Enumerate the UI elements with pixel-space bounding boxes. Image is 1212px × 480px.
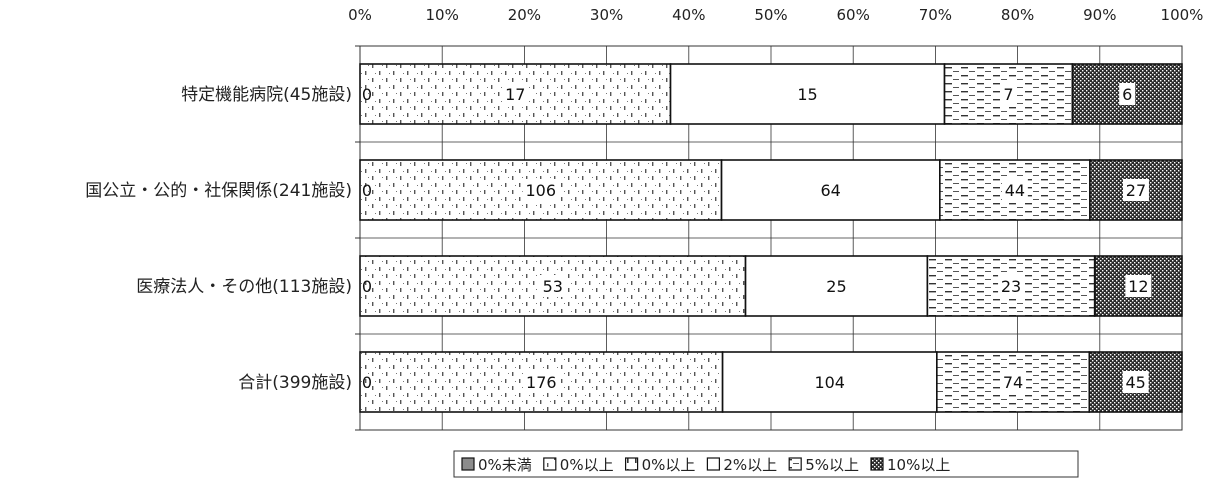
data-label-background [817,179,844,201]
data-label-background [823,275,850,297]
data-label-background [1125,275,1152,297]
data-label: 45 [1125,373,1145,392]
data-label: 17 [505,85,525,104]
data-label-background [1119,83,1136,105]
legend-swatch [461,457,475,471]
x-tick-label: 80% [1001,6,1034,24]
x-tick-label: 70% [919,6,952,24]
data-label: 27 [1126,181,1146,200]
legend-label: 2%以上 [723,456,777,474]
legend-swatch [706,457,720,471]
data-label-background [523,371,560,393]
category-label: 合計(399施設) [238,373,352,393]
data-label-background [794,83,821,105]
bars [359,63,1183,413]
category-label: 医療法人・その他(113施設) [136,277,352,297]
x-tick-label: 20% [508,6,541,24]
data-label: 23 [1001,277,1021,296]
x-tick-label: 40% [672,6,705,24]
data-label: 176 [526,373,557,392]
data-label: 106 [525,181,556,200]
legend-label: 0%未満 [478,456,532,474]
data-label: 12 [1128,277,1148,296]
category-label: 特定機能病院(45施設) [181,85,352,105]
x-tick-label: 0% [348,6,372,24]
category-label: 国公立・公的・社保関係(241施設) [85,181,352,201]
legend-swatch [870,457,884,471]
data-label-background [998,275,1025,297]
x-tick-label: 90% [1083,6,1116,24]
x-tick-label: 30% [590,6,623,24]
data-label: 0 [362,85,372,104]
legend-box [453,450,1079,478]
x-tick-label: 60% [837,6,870,24]
data-label: 104 [814,373,845,392]
data-label-background [1122,371,1149,393]
labels: 0% 10% 20% 30% 40% 50% 60% 70% 80% 90% 100% 特定機能病院(… [85,6,1203,393]
data-label: 7 [1003,85,1013,104]
legend-label: 5%以上 [805,456,859,474]
bar-segment [1093,255,1183,317]
data-label: 0 [362,181,372,200]
data-label: 44 [1005,181,1025,200]
data-label: 53 [543,277,563,296]
data-label: 6 [1122,85,1132,104]
legend-label: 10%以上 [887,456,950,474]
x-tick-label: 50% [754,6,787,24]
legend-swatch [624,457,639,471]
data-label: 25 [826,277,846,296]
data-label: 64 [821,181,841,200]
data-label: 0 [362,277,372,296]
data-label-background [1001,179,1028,201]
x-tick-label: 100% [1161,6,1204,24]
data-label: 0 [362,373,372,392]
data-label-background [1122,179,1149,201]
legend-swatch [543,457,557,471]
legend-label: 0%以上 [560,456,614,474]
data-label-background [522,179,559,201]
legend-swatch [788,457,802,471]
legend: 0%未満 0%以上 0%以上 2%以上 5%以上 10%以上 [453,450,1079,478]
data-label-background [811,371,848,393]
data-label-background [1000,83,1017,105]
data-label-background [1000,371,1027,393]
data-label-background [502,83,529,105]
data-label: 74 [1003,373,1023,392]
x-tick-label: 10% [426,6,459,24]
data-label: 15 [797,85,817,104]
legend-label: 0%以上 [642,456,696,474]
data-label-background [539,275,566,297]
